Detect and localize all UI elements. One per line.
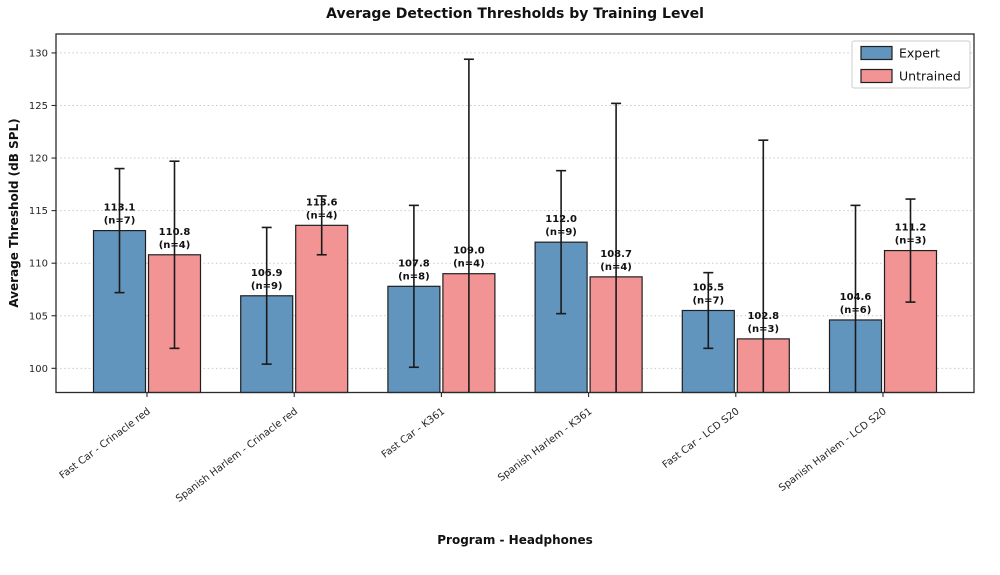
bar-value-label: 107.8 [398, 258, 430, 269]
bar-n-label: (n=8) [398, 271, 430, 282]
bar-value-label: 111.2 [895, 223, 927, 234]
error-bar [905, 198, 916, 303]
x-tick-label: Fast Car - Crinacle red [58, 406, 153, 481]
x-tick-label: Fast Car - K361 [380, 406, 447, 461]
bar-n-label: (n=3) [895, 236, 927, 247]
bar-value-label: 105.5 [692, 282, 724, 293]
error-bar [169, 160, 180, 350]
bar-value-label: 104.6 [840, 292, 872, 303]
error-bar [556, 169, 567, 315]
error-bar [114, 167, 125, 294]
error-bar [758, 139, 769, 393]
bar-n-label: (n=4) [453, 259, 485, 270]
y-tick-label: 100 [29, 364, 48, 375]
y-axis-title: Average Threshold (dB SPL) [7, 118, 21, 307]
chart-title: Average Detection Thresholds by Training… [326, 6, 704, 22]
error-bar [316, 195, 327, 256]
bar-value-label: 109.0 [453, 246, 485, 257]
y-tick-label: 130 [29, 48, 48, 59]
x-tick-label: Spanish Harlem - Crinacle red [174, 406, 300, 505]
bar-n-label: (n=7) [692, 295, 724, 306]
bar-n-label: (n=6) [840, 305, 872, 316]
y-tick-label: 115 [29, 206, 48, 217]
bar-n-label: (n=4) [306, 210, 338, 221]
bar-n-label: (n=9) [545, 227, 577, 238]
error-bar [703, 271, 714, 350]
y-tick-label: 120 [29, 154, 48, 165]
error-bar [850, 204, 861, 393]
y-tick-label: 110 [29, 259, 48, 270]
bar-n-label: (n=4) [600, 262, 632, 273]
error-bar [611, 102, 622, 393]
legend-label-expert: Expert [899, 46, 940, 61]
bar-n-label: (n=3) [747, 324, 779, 335]
legend-swatch-expert [860, 45, 893, 61]
bar-value-label: 113.1 [104, 203, 136, 214]
error-bar [261, 226, 272, 365]
x-tick-label: Spanish Harlem - LCD S20 [777, 406, 889, 494]
legend: Expert Untrained [851, 40, 971, 89]
bar-value-label: 112.0 [545, 214, 577, 225]
error-bar [463, 58, 474, 393]
x-tick-label: Fast Car - LCD S20 [661, 406, 742, 471]
bar-value-label: 113.6 [306, 197, 338, 208]
bar-n-label: (n=9) [251, 281, 283, 292]
bar-value-label: 102.8 [747, 311, 779, 322]
error-bar [408, 204, 419, 369]
plot-area: 113.1 (n=7) 106.9 (n=9) 107.8 (n=8) 112.0 (n=9)… [29, 33, 975, 505]
bar-value-label: 106.9 [251, 268, 283, 279]
x-axis-title: Program - Headphones [437, 533, 592, 547]
bar-value-label: 110.8 [159, 227, 191, 238]
y-tick-label: 105 [29, 311, 48, 322]
legend-label-untrained: Untrained [899, 69, 961, 84]
bar-n-label: (n=7) [104, 216, 136, 227]
x-tick-label: Spanish Harlem - K361 [496, 406, 594, 484]
plot-border [55, 33, 975, 394]
bar-value-label: 108.7 [600, 249, 632, 260]
y-tick-label: 125 [29, 101, 48, 112]
bar-n-label: (n=4) [159, 240, 191, 251]
legend-swatch-untrained [860, 68, 893, 84]
